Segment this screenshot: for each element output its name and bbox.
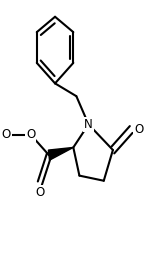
Text: O: O xyxy=(26,128,35,141)
Text: O: O xyxy=(35,186,44,199)
Text: N: N xyxy=(84,118,93,131)
Polygon shape xyxy=(48,147,73,160)
Text: O: O xyxy=(2,128,11,141)
Text: O: O xyxy=(134,123,143,136)
